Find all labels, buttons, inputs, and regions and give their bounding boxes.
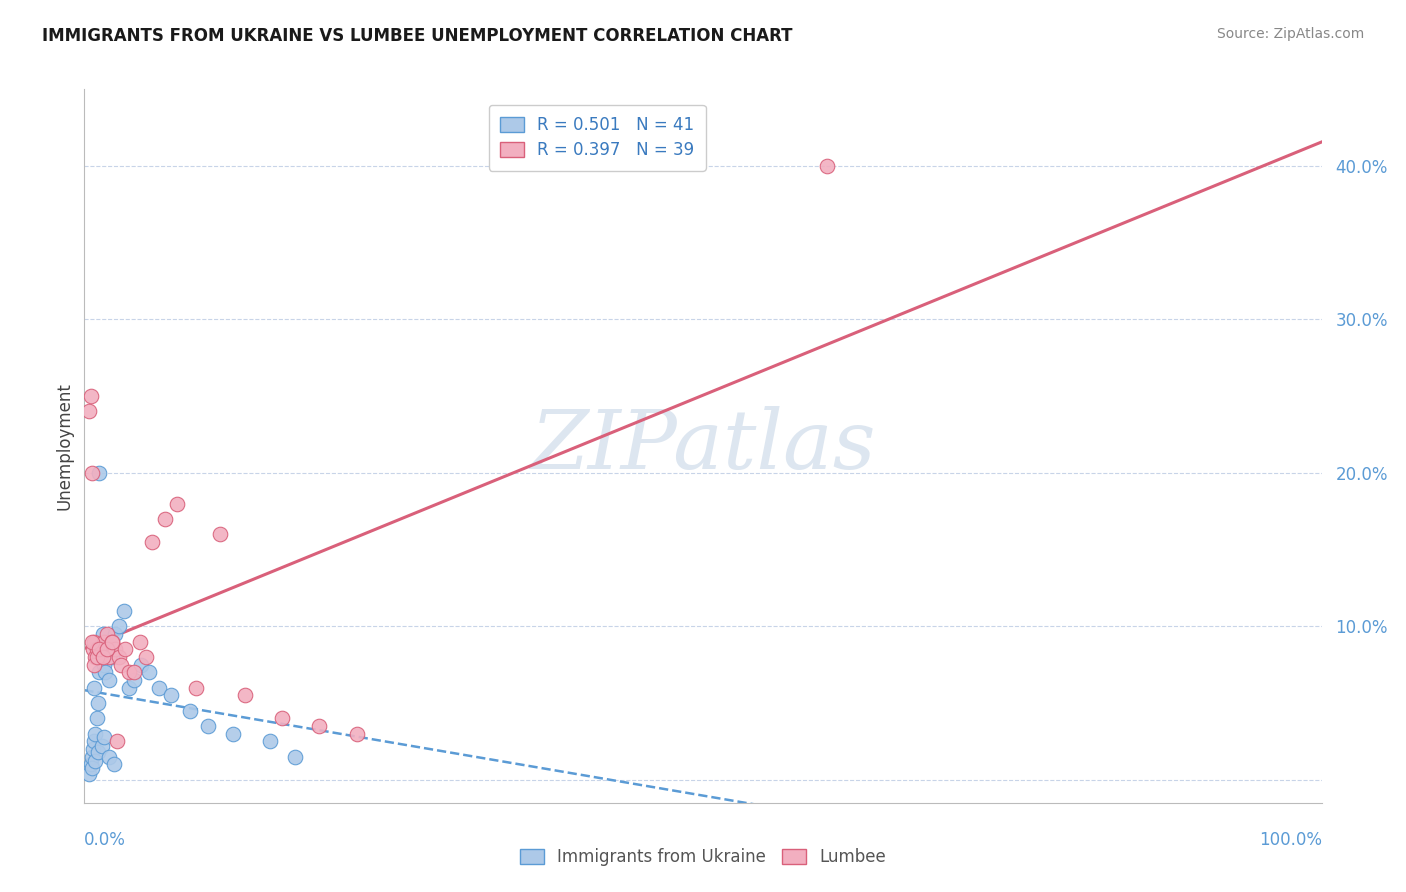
- Point: [138, 665, 160, 680]
- Point: [79, 404, 101, 418]
- Point: [118, 665, 141, 680]
- Point: [197, 719, 219, 733]
- Point: [209, 527, 232, 541]
- Point: [83, 634, 105, 648]
- Point: [80, 760, 103, 774]
- Point: [129, 634, 152, 648]
- Point: [271, 711, 294, 725]
- Point: [135, 650, 157, 665]
- Point: [80, 466, 103, 480]
- Point: [82, 642, 104, 657]
- Point: [308, 719, 330, 733]
- Point: [160, 689, 183, 703]
- Point: [79, 757, 101, 772]
- Point: [87, 696, 110, 710]
- Point: [80, 634, 103, 648]
- Point: [91, 627, 114, 641]
- Point: [114, 642, 136, 657]
- Point: [815, 159, 838, 173]
- Point: [118, 681, 141, 695]
- Point: [148, 681, 170, 695]
- Text: 0.0%: 0.0%: [84, 831, 127, 849]
- Point: [104, 642, 127, 657]
- Point: [153, 512, 176, 526]
- Point: [83, 734, 105, 748]
- Point: [122, 673, 145, 687]
- Point: [89, 665, 111, 680]
- Text: Source: ZipAtlas.com: Source: ZipAtlas.com: [1216, 27, 1364, 41]
- Point: [105, 734, 128, 748]
- Point: [96, 627, 118, 641]
- Point: [93, 730, 115, 744]
- Point: [98, 650, 121, 665]
- Point: [83, 657, 105, 672]
- Point: [233, 689, 256, 703]
- Point: [86, 711, 108, 725]
- Point: [93, 657, 115, 672]
- Point: [82, 742, 104, 756]
- Point: [90, 634, 112, 648]
- Point: [91, 650, 114, 665]
- Point: [90, 642, 112, 657]
- Point: [86, 650, 108, 665]
- Point: [100, 650, 122, 665]
- Legend: Immigrants from Ukraine, Lumbee: Immigrants from Ukraine, Lumbee: [512, 840, 894, 875]
- Point: [89, 466, 111, 480]
- Point: [129, 657, 152, 672]
- Point: [86, 642, 108, 657]
- Point: [89, 642, 111, 657]
- Legend: R = 0.501   N = 41, R = 0.397   N = 39: R = 0.501 N = 41, R = 0.397 N = 39: [489, 104, 706, 170]
- Point: [104, 627, 127, 641]
- Point: [108, 650, 131, 665]
- Point: [96, 642, 118, 657]
- Point: [97, 634, 120, 648]
- Point: [94, 665, 117, 680]
- Point: [84, 755, 107, 769]
- Point: [83, 681, 105, 695]
- Point: [79, 389, 101, 403]
- Point: [80, 749, 103, 764]
- Point: [84, 727, 107, 741]
- Point: [222, 727, 245, 741]
- Point: [98, 673, 121, 687]
- Point: [87, 745, 110, 759]
- Point: [89, 650, 111, 665]
- Text: ZIPatlas: ZIPatlas: [530, 406, 876, 486]
- Point: [100, 634, 122, 648]
- Point: [96, 642, 118, 657]
- Point: [346, 727, 368, 741]
- Point: [79, 766, 101, 780]
- Text: IMMIGRANTS FROM UKRAINE VS LUMBEE UNEMPLOYMENT CORRELATION CHART: IMMIGRANTS FROM UKRAINE VS LUMBEE UNEMPL…: [42, 27, 793, 45]
- Point: [93, 634, 115, 648]
- Point: [179, 704, 201, 718]
- Point: [166, 497, 188, 511]
- Point: [89, 650, 111, 665]
- Text: 100.0%: 100.0%: [1258, 831, 1322, 849]
- Point: [141, 535, 163, 549]
- Point: [84, 650, 107, 665]
- Point: [284, 749, 307, 764]
- Point: [184, 681, 207, 695]
- Point: [110, 657, 132, 672]
- Point: [108, 619, 131, 633]
- Point: [259, 734, 281, 748]
- Point: [100, 634, 122, 648]
- Point: [98, 749, 121, 764]
- Point: [112, 604, 135, 618]
- Point: [90, 739, 112, 753]
- Y-axis label: Unemployment: Unemployment: [55, 382, 73, 510]
- Point: [122, 665, 145, 680]
- Point: [103, 757, 125, 772]
